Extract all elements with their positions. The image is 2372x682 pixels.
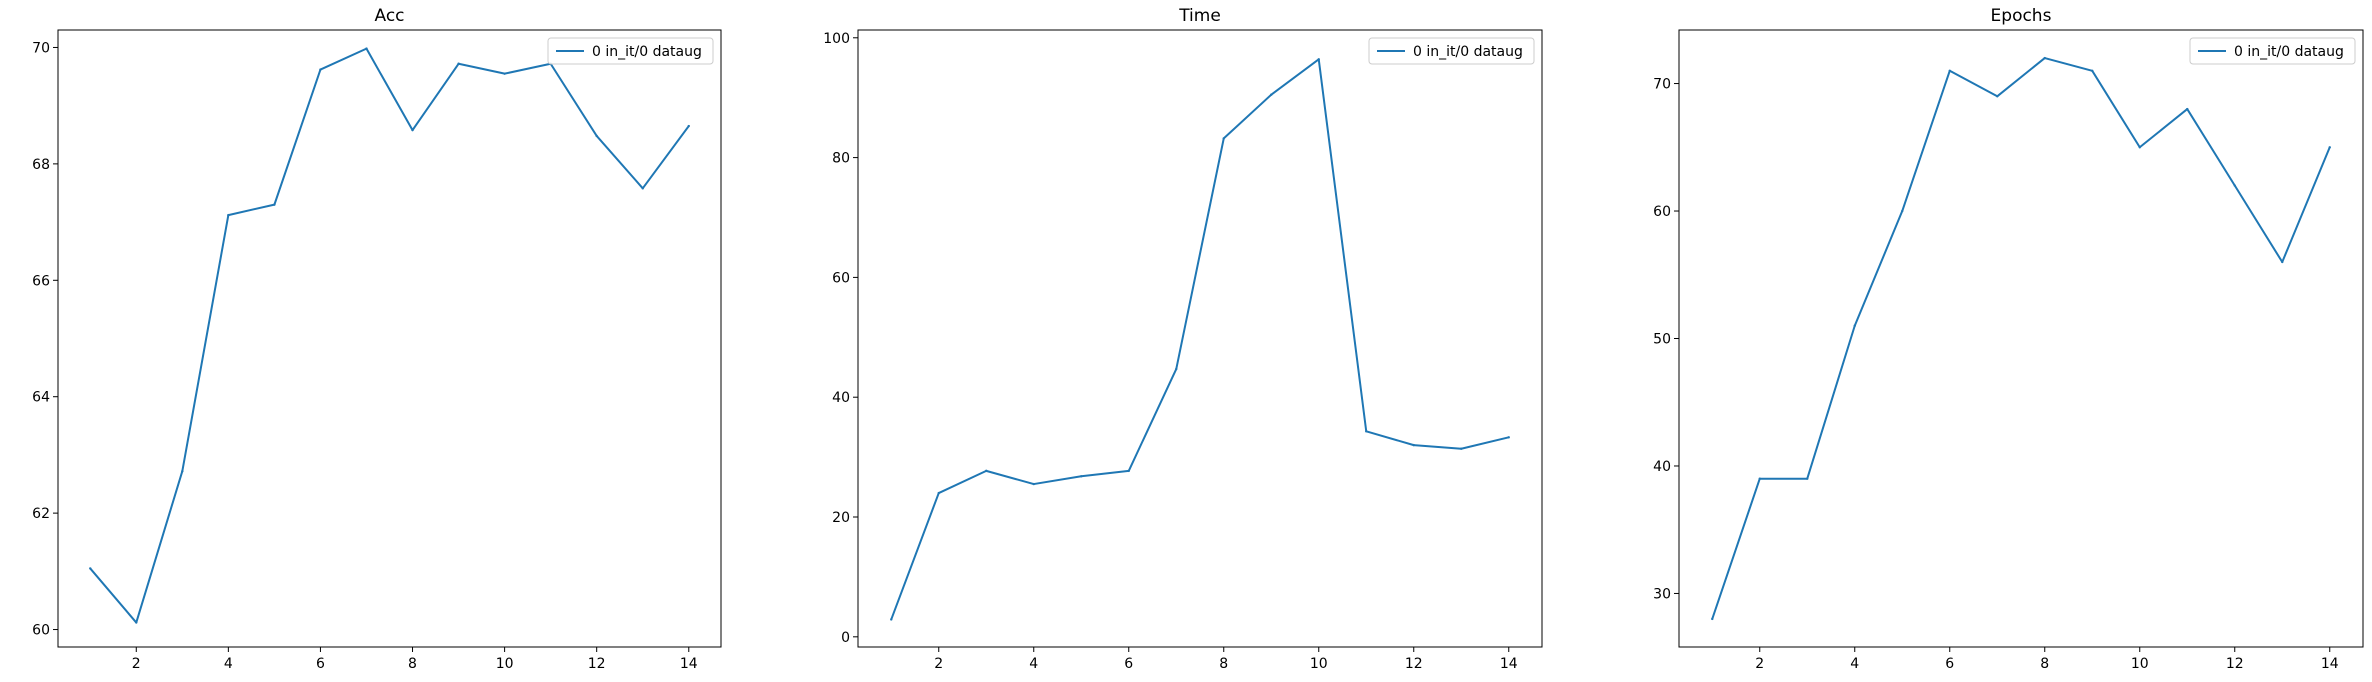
time-x-tick-label: 12: [1405, 656, 1423, 672]
epochs-data-point: [1711, 617, 1714, 621]
epochs-x-tick-label: 14: [2321, 656, 2339, 672]
acc-y-tick-label: 60: [32, 623, 50, 639]
acc-data-point: [365, 47, 368, 50]
acc-x-tick-label: 14: [680, 656, 698, 672]
time-axes-frame: [857, 29, 1543, 648]
time-data-point: [985, 469, 988, 473]
acc-y-tick-label: 68: [32, 157, 50, 173]
epochs-data-point: [1806, 477, 1809, 480]
epochs-data-point: [1758, 477, 1761, 480]
acc-data-point: [687, 124, 690, 128]
epochs-data-point: [2043, 56, 2046, 60]
epochs-data-point: [2328, 146, 2331, 149]
time-legend: [1368, 37, 1535, 65]
epochs-x-tick-label: 4: [1850, 656, 1859, 672]
time-chart: Time 2 4 6 8 10 12 14 0 20 40 60 80 100 0 in_it/0 data…: [823, 6, 1543, 672]
acc-data-point: [273, 203, 276, 206]
time-y-tick-label: 20: [832, 510, 850, 526]
acc-data-point: [319, 68, 322, 71]
time-data-point: [1127, 469, 1130, 473]
time-data-point: [1317, 58, 1320, 61]
epochs-data-point: [2091, 69, 2094, 72]
time-x-tick-label: 4: [1029, 656, 1038, 672]
time-data-point: [1270, 93, 1273, 96]
epochs-y-tick-label: 40: [1653, 459, 1671, 475]
time-data-point: [1222, 137, 1225, 140]
epochs-axes-frame: [1678, 29, 2364, 648]
acc-axes-frame: [57, 29, 722, 648]
time-data-point: [890, 618, 893, 621]
acc-data-point: [181, 470, 184, 473]
acc-x-tick-label: 4: [224, 656, 233, 672]
acc-data-point: [135, 621, 138, 624]
epochs-x-tick-label: 10: [2131, 656, 2149, 672]
acc-x-tick-label: 2: [132, 656, 141, 672]
time-data-point: [1460, 447, 1463, 450]
acc-data-point: [641, 187, 644, 190]
acc-legend-label: 0 in_it/0 dataug: [592, 44, 702, 60]
time-data-point: [1412, 443, 1415, 447]
time-y-tick-label: 60: [832, 270, 850, 286]
time-y-tick-label: 40: [832, 390, 850, 406]
epochs-title: Epochs: [1991, 6, 2052, 26]
time-y-tick-label: 100: [823, 31, 850, 47]
epochs-y-tick-label: 50: [1653, 332, 1671, 348]
epochs-x-tick-label: 12: [2226, 656, 2244, 672]
acc-y-tick-label: 66: [32, 273, 50, 289]
acc-y-tick-label: 62: [32, 506, 50, 522]
acc-title: Acc: [374, 6, 404, 26]
time-x-tick-label: 8: [1219, 656, 1228, 672]
epochs-legend-label: 0 in_it/0 dataug: [2234, 44, 2344, 60]
acc-data-point: [457, 62, 460, 65]
epochs-data-point: [1853, 324, 1856, 327]
acc-legend: [547, 37, 714, 65]
epochs-data-point: [1901, 209, 1904, 213]
time-data-point: [1032, 482, 1035, 486]
time-x-tick-label: 6: [1124, 656, 1133, 672]
time-data-point: [937, 491, 940, 495]
time-title: Time: [1178, 6, 1221, 26]
epochs-data-point: [2233, 184, 2236, 187]
epochs-chart: Epochs 2 4 6 8 10 12 14 30 40 50 60 70 0 in_it/0 data…: [1653, 6, 2364, 672]
epochs-series-line: [1711, 57, 2331, 620]
time-x-tick-label: 14: [1500, 656, 1518, 672]
acc-x-tick-label: 10: [496, 656, 514, 672]
time-series-line: [890, 58, 1509, 620]
epochs-data-point: [1948, 69, 1951, 72]
epochs-data-point: [2186, 107, 2189, 111]
time-legend-label: 0 in_it/0 dataug: [1413, 44, 1523, 60]
time-y-tick-label: 80: [832, 151, 850, 167]
time-y-tick-label: 0: [841, 630, 850, 646]
acc-x-tick-label: 12: [588, 656, 606, 672]
acc-data-point: [411, 128, 414, 132]
acc-data-point: [227, 213, 230, 217]
epochs-data-point: [2138, 146, 2141, 149]
time-x-tick-label: 2: [934, 656, 943, 672]
time-x-tick-label: 10: [1310, 656, 1328, 672]
time-data-point: [1365, 430, 1368, 433]
acc-y-tick-label: 70: [32, 40, 50, 56]
acc-data-point: [89, 567, 92, 570]
acc-data-point: [595, 134, 598, 138]
epochs-y-tick-label: 60: [1653, 204, 1671, 220]
time-data-point: [1507, 436, 1510, 439]
acc-x-tick-label: 6: [316, 656, 325, 672]
epochs-y-tick-label: 30: [1653, 586, 1671, 602]
time-data-point: [1080, 475, 1083, 478]
epochs-y-tick-label: 70: [1653, 77, 1671, 93]
epochs-data-point: [1996, 95, 1999, 98]
epochs-legend: [2189, 37, 2356, 65]
acc-y-tick-label: 64: [32, 390, 50, 406]
acc-x-tick-label: 8: [408, 656, 417, 672]
epochs-x-tick-label: 8: [2040, 656, 2049, 672]
acc-series-line: [89, 47, 690, 624]
epochs-x-tick-label: 6: [1945, 656, 1954, 672]
epochs-x-tick-label: 2: [1755, 656, 1764, 672]
epochs-data-point: [2281, 260, 2284, 264]
acc-data-point: [503, 72, 506, 75]
time-data-point: [1175, 367, 1178, 371]
